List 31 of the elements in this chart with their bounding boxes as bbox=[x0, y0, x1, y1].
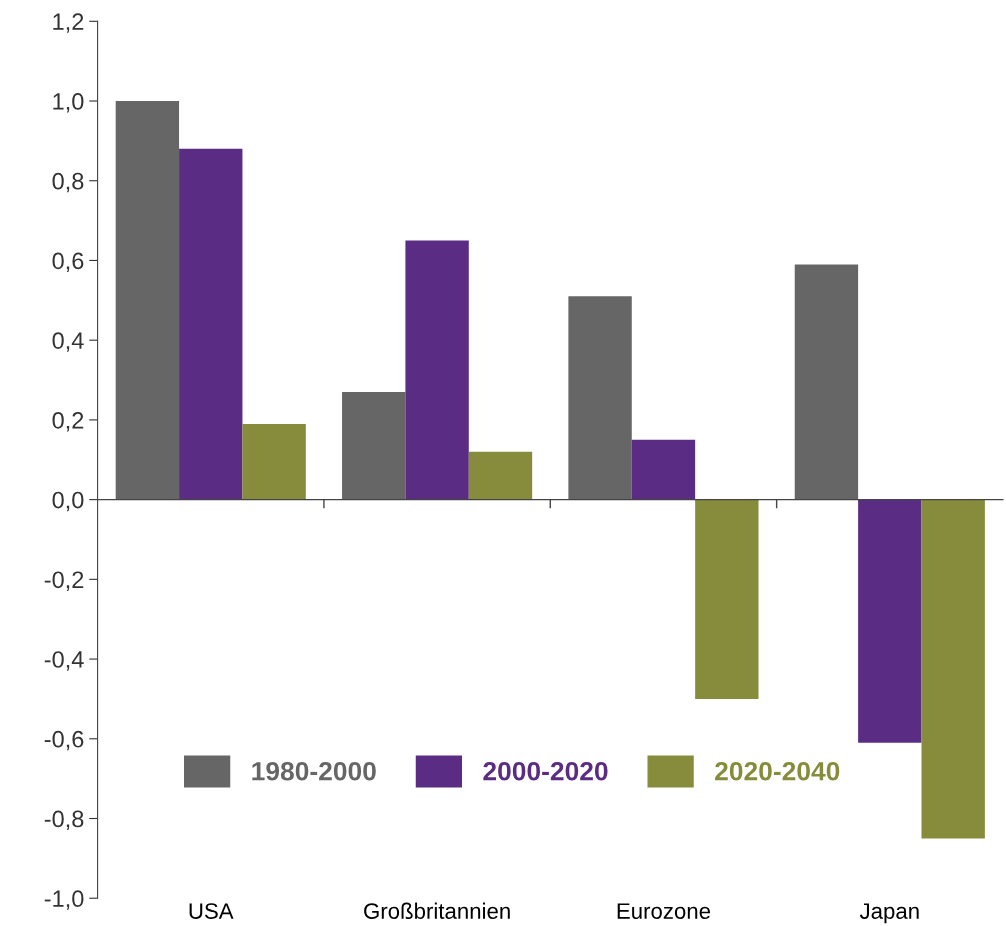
bar bbox=[568, 296, 632, 500]
y-tick-label: 1,2 bbox=[53, 13, 84, 33]
legend-label: 2000-2020 bbox=[483, 761, 608, 781]
x-tick-label: Eurozone bbox=[617, 903, 711, 919]
legend-label: 2020-2040 bbox=[715, 761, 840, 781]
bar bbox=[179, 148, 243, 500]
bar bbox=[858, 499, 922, 743]
y-tick-label: -1,0 bbox=[44, 890, 84, 910]
bar bbox=[342, 392, 406, 500]
y-tick-label: 1,0 bbox=[53, 93, 84, 113]
y-tick-label: 0,6 bbox=[52, 252, 84, 273]
x-tick-label: USA bbox=[189, 903, 234, 919]
bar bbox=[794, 264, 859, 500]
bar bbox=[631, 439, 696, 500]
bar bbox=[921, 499, 985, 839]
x-tick-label: Großbritannien bbox=[364, 902, 510, 919]
y-tick-label: -0,4 bbox=[44, 651, 84, 671]
y-tick-label: 0,4 bbox=[52, 332, 84, 352]
bar bbox=[695, 499, 759, 699]
bar bbox=[242, 423, 306, 500]
y-tick-label: -0,8 bbox=[44, 810, 84, 831]
y-tick-label: 0,0 bbox=[52, 491, 84, 512]
y-tick-label: -0,6 bbox=[44, 730, 84, 751]
legend-label: 1980-2000 bbox=[252, 761, 376, 781]
y-tick-label: 0,8 bbox=[52, 172, 84, 193]
y-tick-label: -0,2 bbox=[44, 571, 84, 591]
y-tick-label: 0,2 bbox=[52, 411, 84, 432]
bar bbox=[115, 101, 180, 500]
bar bbox=[405, 240, 469, 500]
bar bbox=[468, 451, 533, 500]
x-tick-label: Japan bbox=[859, 903, 919, 924]
